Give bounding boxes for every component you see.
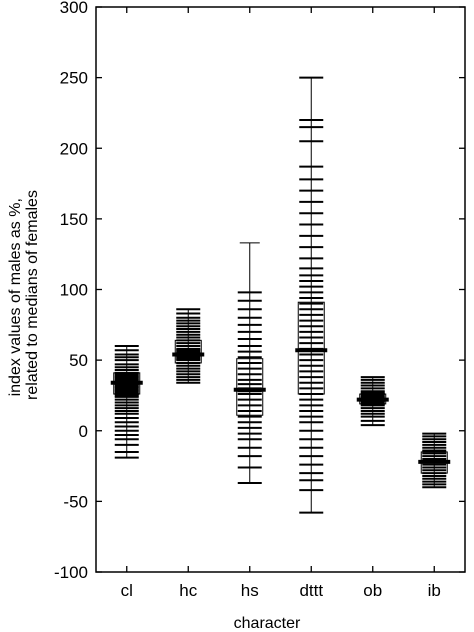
y-tick-label: 100 xyxy=(60,281,88,300)
x-tick-label: ob xyxy=(363,581,382,600)
y-tick-label: 300 xyxy=(60,0,88,17)
y-tick-label: 50 xyxy=(69,351,88,370)
x-tick-label: dttt xyxy=(299,581,323,600)
x-axis-title: character xyxy=(234,615,301,632)
y-axis-title-line-2: related to medians of females xyxy=(24,190,41,400)
iqr-box xyxy=(297,301,325,395)
y-tick-label: -50 xyxy=(63,492,88,511)
y-tick-label: 250 xyxy=(60,69,88,88)
x-tick-label: hs xyxy=(241,581,259,600)
iqr-box xyxy=(174,339,202,364)
y-tick-label: 200 xyxy=(60,139,88,158)
y-tick-label: -100 xyxy=(54,563,88,582)
y-tick-label: 0 xyxy=(79,422,88,441)
x-tick-label: ib xyxy=(428,581,441,600)
y-axis-title: index values of males as %, related to m… xyxy=(7,190,41,400)
y-axis-title-line-1: index values of males as %, xyxy=(7,198,24,396)
x-tick-label: hc xyxy=(179,581,197,600)
plot-frame xyxy=(95,6,466,573)
y-tick-label: 150 xyxy=(60,210,88,229)
x-tick-label: cl xyxy=(121,581,133,600)
iqr-box xyxy=(236,358,264,416)
